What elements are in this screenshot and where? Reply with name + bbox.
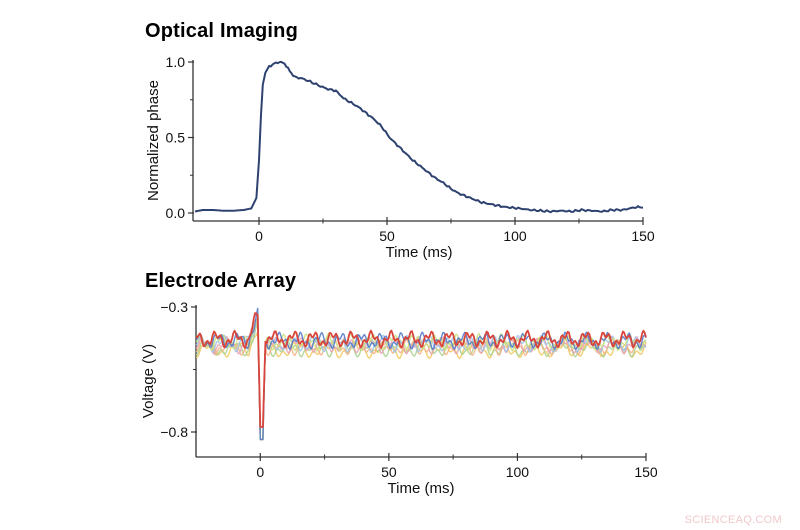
x-tick-label: 100 xyxy=(503,228,527,244)
y-tick-label: 1.0 xyxy=(166,54,186,70)
y-axis-label: Normalized phase xyxy=(145,80,162,201)
y-tick-label: 0.5 xyxy=(166,130,186,146)
x-tick-label: 150 xyxy=(634,464,658,480)
y-tick-label: −0.3 xyxy=(160,299,188,315)
phase-line xyxy=(194,60,644,214)
x-tick-label: 0 xyxy=(255,228,263,244)
x-tick-label: 50 xyxy=(379,228,395,244)
watermark: SCIENCEAQ.COM xyxy=(684,514,782,526)
x-tick-label: 100 xyxy=(506,464,530,480)
bottom-panel-title: Electrode Array xyxy=(145,270,297,292)
x-axis-label: Time (ms) xyxy=(388,480,455,497)
optical-imaging-chart: 0 50 100 150 0.0 0.5 1.0 Time (ms) Normalized ph… xyxy=(145,54,655,261)
x-tick-label: 150 xyxy=(631,228,655,244)
voltage-trace xyxy=(195,312,647,428)
electrode-array-chart: 0 50 100 150 −0.3 −0.8 Time (ms) Voltage (V) xyxy=(140,299,658,497)
top-panel-title: Optical Imaging xyxy=(145,20,299,42)
y-tick-label: 0.0 xyxy=(166,205,186,221)
x-tick-label: 50 xyxy=(381,464,397,480)
x-tick-label: 0 xyxy=(256,464,264,480)
y-axis-label: Voltage (V) xyxy=(140,344,157,418)
x-axis-label: Time (ms) xyxy=(386,244,453,261)
y-tick-label: −0.8 xyxy=(160,424,188,440)
voltage-trace xyxy=(195,318,647,441)
